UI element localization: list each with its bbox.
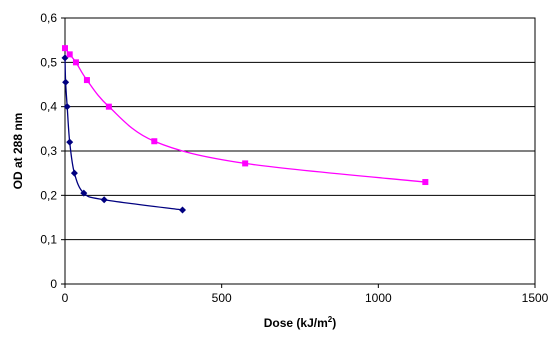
series-group	[61, 45, 429, 214]
gridlines	[65, 61, 535, 241]
data-point	[66, 51, 73, 58]
y-tick-label: 0,1	[40, 233, 57, 247]
series-1	[61, 54, 186, 214]
y-tick-label: 0	[50, 277, 57, 291]
series-line	[64, 57, 183, 211]
y-tick-label: 0,5	[40, 55, 57, 69]
x-tick-label: 0	[62, 291, 69, 305]
data-point	[105, 103, 112, 110]
x-tick-label: 500	[212, 291, 232, 305]
x-axis-title-suffix: )	[332, 316, 336, 330]
data-point	[70, 169, 78, 177]
x-axis-title: Dose (kJ/m2)	[264, 315, 336, 330]
x-tick-label: 1500	[522, 291, 548, 305]
x-axis-ticks: 0 500 1000 1500	[62, 284, 548, 305]
data-point	[179, 206, 186, 214]
x-tick-label: 1000	[365, 291, 392, 305]
x-axis-title-superscript: 2	[328, 315, 333, 324]
y-tick-label: 0,2	[40, 188, 57, 202]
data-point	[100, 196, 108, 204]
data-point	[242, 160, 249, 167]
data-point	[422, 179, 429, 186]
data-point	[66, 138, 74, 146]
y-tick-label: 0,4	[40, 100, 57, 114]
series-2	[62, 45, 429, 186]
y-tick-label: 0,3	[40, 144, 57, 158]
data-point	[62, 78, 70, 86]
data-point	[151, 138, 158, 145]
data-point	[83, 77, 90, 84]
x-axis-title-main: Dose (kJ/m	[264, 316, 328, 330]
data-point	[62, 45, 68, 52]
y-axis-title: OD at 288 nm	[11, 113, 25, 190]
y-tick-label: 0,6	[40, 11, 57, 25]
data-point	[72, 59, 79, 66]
data-point	[80, 189, 88, 197]
data-point	[63, 103, 71, 111]
y-axis-ticks: 0 0,1 0,2 0,3 0,4 0,5 0,6	[40, 11, 65, 291]
